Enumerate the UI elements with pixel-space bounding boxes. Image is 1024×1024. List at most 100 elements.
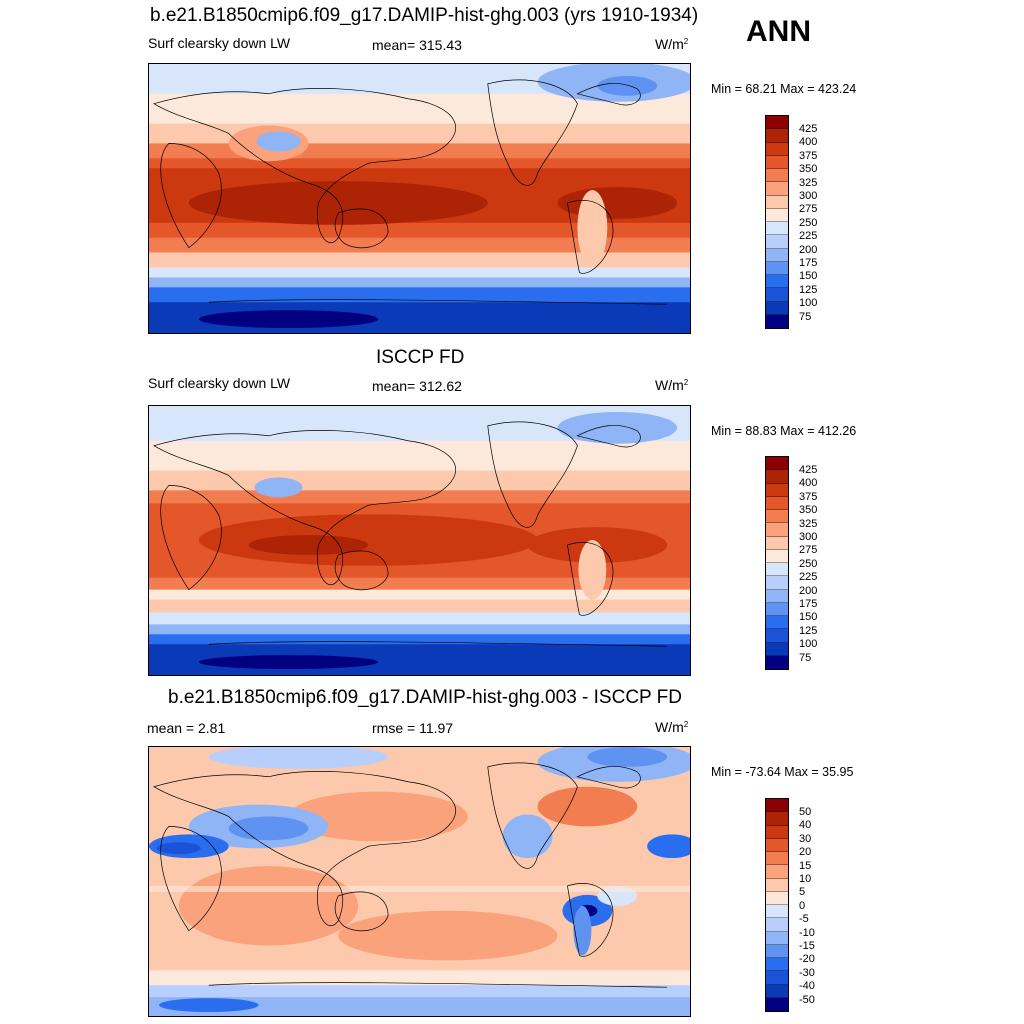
panel3-map [148, 746, 691, 1017]
panel3-contour-plot [149, 747, 690, 1016]
panel2-colorbar-swatch [766, 483, 788, 497]
panel2-colorbar [765, 456, 789, 670]
colorbar-tick: 200 [799, 585, 818, 597]
colorbar-tick: 225 [799, 230, 818, 242]
panel3-colorbar-swatch [766, 825, 788, 839]
panel2-colorbar-swatch [766, 523, 788, 537]
panel3-colorbar-swatch [766, 931, 788, 945]
colorbar-tick: 75 [799, 311, 812, 323]
panel1-colorbar [765, 115, 789, 329]
colorbar-tick: 125 [799, 284, 818, 296]
panel2-colorbar-swatch [766, 642, 788, 656]
colorbar-tick: 40 [799, 819, 812, 831]
panel3-colorbar-swatch [766, 812, 788, 826]
panel1-colorbar-swatch [766, 261, 788, 275]
colorbar-tick: 100 [799, 297, 818, 309]
panel2-minmax: Min = 88.83 Max = 412.26 [711, 424, 857, 438]
panel1-colorbar-swatch [766, 169, 788, 183]
panel3-colorbar-swatch [766, 852, 788, 866]
colorbar-tick: -10 [799, 927, 815, 939]
panel1-colorbar-swatch [766, 142, 788, 156]
panel2-map [148, 405, 691, 676]
colorbar-tick: 375 [799, 491, 818, 503]
colorbar-tick: 300 [799, 190, 818, 202]
panel3-minmax: Min = -73.64 Max = 35.95 [711, 765, 854, 779]
colorbar-tick: 100 [799, 638, 818, 650]
panel3-colorbar-swatch [766, 984, 788, 998]
colorbar-tick: 5 [799, 886, 806, 898]
panel1-colorbar-swatch [766, 301, 788, 315]
panel2-colorbar-swatch [766, 589, 788, 603]
colorbar-tick: 15 [799, 860, 812, 872]
season-label: ANN [746, 15, 811, 48]
panel1-minmax: Min = 68.21 Max = 423.24 [711, 82, 857, 96]
panel3-colorbar-swatch [766, 799, 788, 813]
panel2-colorbar-swatch [766, 510, 788, 524]
panel1-colorbar-swatch [766, 116, 788, 130]
colorbar-tick: 225 [799, 571, 818, 583]
colorbar-tick: 350 [799, 504, 818, 516]
panel1-title: b.e21.B1850cmip6.f09_g17.DAMIP-hist-ghg.… [150, 5, 699, 26]
colorbar-tick: 0 [799, 900, 806, 912]
colorbar-tick: 200 [799, 244, 818, 256]
panel3-colorbar-swatch [766, 958, 788, 972]
panel1-colorbar-swatch [766, 288, 788, 302]
panel3-colorbar-swatch [766, 971, 788, 985]
panel3-colorbar-swatch [766, 891, 788, 905]
panel2-title: ISCCP FD [376, 347, 465, 368]
colorbar-tick: 275 [799, 203, 818, 215]
panel2-colorbar-swatch [766, 536, 788, 550]
colorbar-tick: 325 [799, 177, 818, 189]
panel2-contour-plot [149, 406, 690, 675]
colorbar-tick: 30 [799, 833, 812, 845]
panel2-variable-label: Surf clearsky down LW [148, 375, 291, 391]
panel1-colorbar-swatch [766, 222, 788, 236]
panel1-colorbar-swatch [766, 235, 788, 249]
colorbar-tick: 275 [799, 544, 818, 556]
panel1-colorbar-swatch [766, 275, 788, 289]
colorbar-tick: 425 [799, 123, 818, 135]
panel1-mean-label: mean= 315.43 [372, 37, 462, 53]
panel2-colorbar-swatch [766, 602, 788, 616]
panel1-colorbar-swatch [766, 314, 788, 328]
panel1-colorbar-swatch [766, 182, 788, 196]
panel3-colorbar [765, 798, 789, 1012]
panel3-colorbar-swatch [766, 997, 788, 1011]
panel1-colorbar-swatch [766, 129, 788, 143]
panel3-mean-label: mean = 2.81 [147, 720, 226, 736]
colorbar-tick: 400 [799, 136, 818, 148]
panel3-colorbar-swatch [766, 878, 788, 892]
colorbar-tick: 400 [799, 477, 818, 489]
panel2-units: W/m2 [655, 377, 689, 393]
panel2-colorbar-swatch [766, 616, 788, 630]
panel2-colorbar-swatch [766, 496, 788, 510]
colorbar-tick: 10 [799, 873, 812, 885]
colorbar-tick: 175 [799, 598, 818, 610]
panel3-rmse-label: rmse = 11.97 [372, 720, 454, 736]
colorbar-tick: -50 [799, 994, 815, 1006]
panel3-colorbar-swatch [766, 865, 788, 879]
panel2-mean-label: mean= 312.62 [372, 378, 462, 394]
panel2-colorbar-swatch [766, 563, 788, 577]
panel2-colorbar-swatch [766, 576, 788, 590]
panel1-colorbar-swatch [766, 208, 788, 222]
panel3-colorbar-swatch [766, 838, 788, 852]
colorbar-tick: 125 [799, 625, 818, 637]
colorbar-tick: 75 [799, 652, 812, 664]
colorbar-tick: 325 [799, 518, 818, 530]
colorbar-tick: 50 [799, 806, 812, 818]
panel3-colorbar-swatch [766, 944, 788, 958]
colorbar-tick: 250 [799, 558, 818, 570]
panel3-units: W/m2 [655, 719, 689, 735]
colorbar-tick: 350 [799, 163, 818, 175]
colorbar-tick: 150 [799, 270, 818, 282]
colorbar-tick: -30 [799, 967, 815, 979]
colorbar-tick: 300 [799, 531, 818, 543]
colorbar-tick: 175 [799, 257, 818, 269]
panel1-map [148, 63, 691, 334]
panel1-colorbar-swatch [766, 195, 788, 209]
panel2-colorbar-swatch [766, 629, 788, 643]
colorbar-tick: -15 [799, 940, 815, 952]
panel1-colorbar-swatch [766, 248, 788, 262]
panel3-title: b.e21.B1850cmip6.f09_g17.DAMIP-hist-ghg.… [168, 687, 682, 708]
